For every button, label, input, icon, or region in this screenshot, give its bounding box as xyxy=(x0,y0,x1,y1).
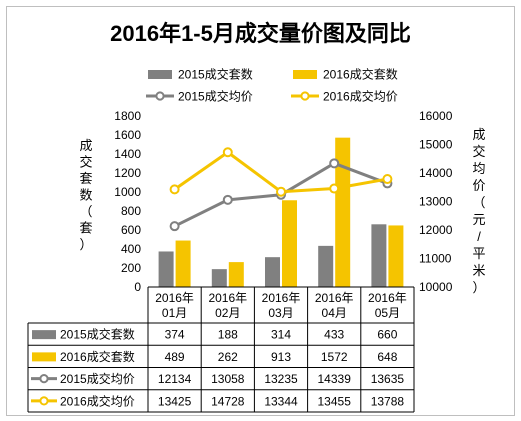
table-cell-3-2: 13058 xyxy=(211,372,245,386)
table-row-label-2: 2016成交套数 xyxy=(60,349,135,364)
bar-1-5 xyxy=(371,224,387,287)
bars xyxy=(158,137,404,287)
table-cell-3-4: 14339 xyxy=(318,372,352,386)
right-tick-label-1: 10000 xyxy=(419,280,453,294)
table-swatch-2 xyxy=(32,352,56,362)
legend: 2015成交套数 2016成交套数 2015成交均价 2016成交均价 xyxy=(146,67,398,104)
lines xyxy=(169,147,393,232)
data-table: 2016年 01月 2016年 02月 2016年 03月 2016年 04月 2016年 05月… xyxy=(27,286,415,413)
table-marker-swatch-4 xyxy=(39,396,49,406)
chart-frame xyxy=(6,6,515,416)
right-tick-label-5: 14000 xyxy=(419,166,453,180)
table-marker-swatch-3 xyxy=(39,374,49,384)
table-cell-1-1: 374 xyxy=(165,328,185,342)
left-tick-label-10: 1800 xyxy=(114,109,141,123)
table-row-label-3: 2015成交均价 xyxy=(60,371,135,386)
legend-label-4: 2016成交均价 xyxy=(323,89,398,104)
point-2-4 xyxy=(329,183,340,194)
legend-marker-4 xyxy=(300,91,310,101)
table-cell-3-5: 13635 xyxy=(371,372,405,386)
left-tick-label-5: 800 xyxy=(121,204,141,218)
bar-2-2 xyxy=(228,262,244,287)
table-cell-2-5: 648 xyxy=(377,350,397,364)
right-tick-label-6: 15000 xyxy=(419,138,453,152)
axes: 0 200 400 600 800 1000 1200 1400 1600 1800 10000 11… xyxy=(79,109,485,295)
point-2-3 xyxy=(276,186,286,197)
table-cell-2-3: 913 xyxy=(271,350,291,364)
left-tick-label-4: 600 xyxy=(121,223,141,237)
table-cell-4-4: 13455 xyxy=(318,394,352,408)
legend-label-3: 2015成交均价 xyxy=(178,89,253,104)
bar-2-5 xyxy=(388,225,404,287)
table-cell-1-5: 660 xyxy=(377,328,397,342)
table-cell-2-1: 489 xyxy=(165,350,185,364)
bar-2-4 xyxy=(335,137,351,287)
table-cell-2-2: 262 xyxy=(218,350,238,364)
bar-1-2 xyxy=(211,269,227,287)
legend-marker-3 xyxy=(155,91,165,101)
table-cell-2-4: 1572 xyxy=(321,350,348,364)
chart-title: 2016年1-5月成交量价图及同比 xyxy=(110,21,411,46)
point-2-2 xyxy=(222,147,233,158)
table-cell-4-2: 14728 xyxy=(211,394,245,408)
table-cell-3-3: 13235 xyxy=(264,372,298,386)
left-tick-label-6: 1000 xyxy=(114,185,141,199)
bar-2-1 xyxy=(175,240,191,287)
table-row-label-1: 2015成交套数 xyxy=(60,327,135,342)
right-tick-label-3: 12000 xyxy=(419,223,453,237)
category-label-1: 2016年 01月 xyxy=(155,291,194,320)
left-tick-label-8: 1400 xyxy=(114,147,141,161)
table-cell-1-4: 433 xyxy=(324,328,344,342)
legend-label-2: 2016成交套数 xyxy=(323,67,398,82)
category-label-3: 2016年 03月 xyxy=(262,291,301,320)
legend-swatch-1 xyxy=(148,70,172,79)
left-tick-label-3: 400 xyxy=(121,242,141,256)
category-label-5: 2016年 05月 xyxy=(368,291,407,320)
category-label-2: 2016年 02月 xyxy=(208,291,247,320)
bar-1-3 xyxy=(265,257,280,287)
table-cell-1-3: 314 xyxy=(271,328,291,342)
left-axis-title: 成交套数（套） xyxy=(79,138,92,252)
left-tick-label-1: 0 xyxy=(134,280,141,294)
legend-label-1: 2015成交套数 xyxy=(178,67,253,82)
table-cell-4-3: 13344 xyxy=(264,394,298,408)
bar-2-3 xyxy=(282,200,297,287)
table-cell-3-1: 12134 xyxy=(158,372,192,386)
bar-1-1 xyxy=(158,251,174,287)
bar-1-4 xyxy=(318,245,334,287)
table-row-label-4: 2016成交均价 xyxy=(60,393,135,408)
right-tick-label-7: 16000 xyxy=(419,109,453,123)
category-label-4: 2016年 04月 xyxy=(315,291,354,320)
table-cell-1-2: 188 xyxy=(218,328,238,342)
left-tick-label-9: 1600 xyxy=(114,128,141,142)
table-cell-4-1: 13425 xyxy=(158,394,192,408)
table-cell-4-5: 13788 xyxy=(371,394,405,408)
point-2-5 xyxy=(382,174,393,185)
left-tick-label-2: 200 xyxy=(121,261,141,275)
right-tick-label-2: 11000 xyxy=(419,252,452,266)
legend-swatch-2 xyxy=(293,70,317,79)
right-tick-label-4: 13000 xyxy=(419,195,453,209)
point-1-2 xyxy=(222,194,233,205)
right-axis-title: 成交均价（元/平米） xyxy=(472,127,485,295)
left-tick-label-7: 1200 xyxy=(114,166,141,180)
point-1-1 xyxy=(169,221,180,232)
point-2-1 xyxy=(169,184,180,195)
point-1-4 xyxy=(329,158,340,169)
table-swatch-1 xyxy=(32,330,56,340)
